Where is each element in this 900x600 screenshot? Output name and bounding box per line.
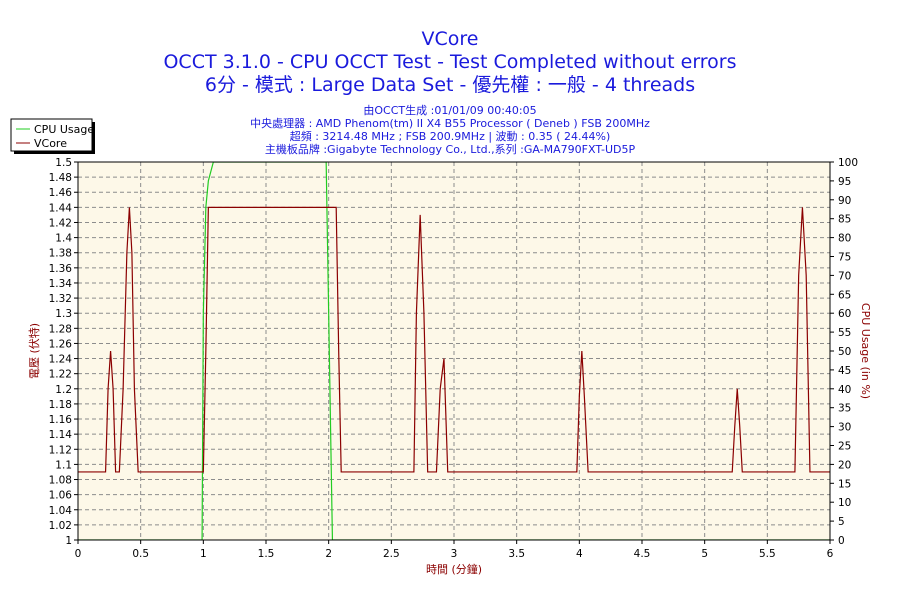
y-tick-label: 1.16 [49, 414, 73, 426]
y-tick-label: 1.2 [55, 384, 72, 396]
y2-tick-label: 30 [838, 422, 851, 434]
chart-title: VCore [422, 28, 479, 50]
axis-ticks: 1 1.02 1.04 1.06 1.08 1.1 1.12 1.14 1.16 1.18 1.2 1… [49, 157, 858, 560]
y2-tick-label: 60 [838, 308, 851, 320]
y2-tick-label: 100 [838, 157, 858, 169]
y-tick-label: 1.3 [55, 308, 72, 320]
y2-tick-label: 15 [838, 478, 851, 490]
y-axis-label: 電壓 (伏特) [27, 323, 41, 379]
x-tick-label: 5.5 [759, 548, 776, 560]
y-tick-label: 1.34 [49, 278, 73, 290]
y-tick-label: 1.24 [49, 354, 73, 366]
y2-tick-label: 10 [838, 497, 851, 509]
y2-tick-label: 25 [838, 441, 851, 453]
y2-tick-label: 55 [838, 327, 851, 339]
x-tick-label: 4.5 [634, 548, 651, 560]
y-tick-label: 1.22 [49, 369, 72, 381]
series-line-vcore [78, 206, 830, 473]
y2-tick-label: 85 [838, 214, 851, 226]
y-tick-label: 1.44 [49, 202, 73, 214]
y-tick-label: 1.02 [49, 520, 72, 532]
y-tick-label: 1.42 [49, 217, 72, 229]
y2-tick-label: 80 [838, 233, 851, 245]
y-tick-label: 1.4 [55, 233, 72, 245]
y-tick-label: 1.06 [49, 490, 73, 502]
legend: CPU Usage VCore [10, 118, 95, 154]
overclock-info: 超頻 : 3214.48 MHz ; FSB 200.9MHz | 波動 : 0… [290, 129, 611, 143]
generated-info: 由OCCT生成 :01/01/09 00:40:05 [363, 103, 536, 117]
legend-label-cpu-usage: CPU Usage [34, 123, 94, 136]
y-tick-label: 1.1 [55, 459, 72, 471]
y-tick-label: 1.18 [49, 399, 72, 411]
y2-tick-label: 20 [838, 459, 851, 471]
x-tick-label: 2.5 [383, 548, 400, 560]
x-tick-label: 6 [827, 548, 834, 560]
test-mode-title: 6分 - 模式 : Large Data Set - 優先權 : 一般 - 4 … [205, 74, 695, 96]
y2-tick-label: 0 [838, 535, 845, 547]
y-tick-label: 1.5 [55, 157, 72, 169]
x-tick-label: 0.5 [132, 548, 149, 560]
y2-tick-label: 35 [838, 403, 851, 415]
x-tick-label: 4 [576, 548, 583, 560]
x-tick-label: 3 [451, 548, 458, 560]
x-tick-label: 0 [75, 548, 82, 560]
x-tick-label: 2 [325, 548, 332, 560]
x-tick-label: 5 [701, 548, 708, 560]
y-tick-label: 1.04 [49, 505, 73, 517]
y2-tick-label: 65 [838, 289, 851, 301]
y-tick-label: 1.46 [49, 187, 73, 199]
test-summary-title: OCCT 3.1.0 - CPU OCCT Test - Test Comple… [163, 51, 736, 73]
y2-tick-label: 50 [838, 346, 851, 358]
y-tick-label: 1.12 [49, 444, 72, 456]
y2-tick-label: 5 [838, 516, 845, 528]
x-tick-label: 3.5 [508, 548, 525, 560]
y-tick-label: 1.26 [49, 338, 73, 350]
x-tick-label: 1 [200, 548, 207, 560]
y-tick-label: 1.28 [49, 323, 72, 335]
y2-tick-label: 40 [838, 384, 851, 396]
y2-tick-label: 70 [838, 270, 851, 282]
y2-axis-label: CPU Usage (in %) [859, 303, 872, 399]
y-tick-label: 1 [65, 535, 72, 547]
legend-label-vcore: VCore [34, 137, 67, 150]
y-tick-label: 1.48 [49, 172, 72, 184]
cpu-info: 中央處理器 : AMD Phenom(tm) II X4 B55 Process… [250, 116, 650, 130]
y-tick-label: 1.14 [49, 429, 73, 441]
y-tick-label: 1.36 [49, 263, 73, 275]
y2-tick-label: 75 [838, 252, 851, 264]
x-axis-label: 時間 (分鐘) [426, 562, 482, 576]
y-tick-label: 1.32 [49, 293, 72, 305]
y2-tick-label: 90 [838, 195, 851, 207]
series-lines [78, 162, 830, 540]
y2-tick-label: 95 [838, 176, 851, 188]
legend-box [10, 118, 93, 152]
series-line-cpu-usage [78, 162, 830, 540]
motherboard-info: 主機板品牌 :Gigabyte Technology Co., Ltd.,系列 … [265, 142, 636, 156]
x-tick-label: 1.5 [258, 548, 275, 560]
y-tick-label: 1.38 [49, 248, 72, 260]
y-tick-label: 1.08 [49, 475, 72, 487]
y2-tick-label: 45 [838, 365, 851, 377]
